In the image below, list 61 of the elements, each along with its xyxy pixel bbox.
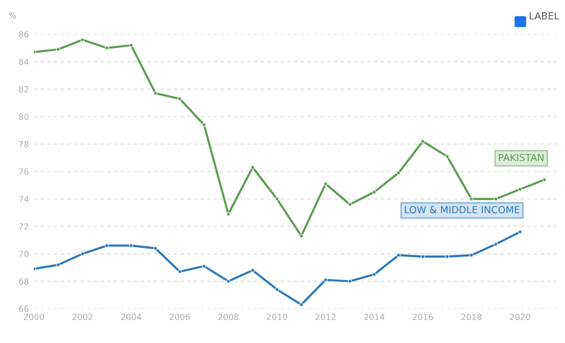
y-tick-label: 84 <box>19 58 29 66</box>
x-tick-label: 2018 <box>461 314 482 320</box>
y-axis-title: % <box>8 12 16 18</box>
x-tick-label: 2010 <box>266 314 288 320</box>
point <box>396 170 401 175</box>
point <box>129 244 134 248</box>
point <box>542 178 546 182</box>
point <box>494 196 498 201</box>
point <box>348 279 352 284</box>
point <box>226 279 230 284</box>
point <box>129 43 134 48</box>
x-tick-label: 2002 <box>72 314 92 320</box>
point <box>420 139 425 144</box>
point <box>153 91 158 96</box>
point <box>274 287 279 292</box>
y-tick-label: 82 <box>19 86 28 92</box>
y-tick-label: 70 <box>19 250 28 258</box>
y-tick-label: 86 <box>19 31 29 38</box>
x-tick-label: 2000 <box>24 314 44 320</box>
text: LABEL <box>530 12 560 20</box>
point <box>178 96 182 101</box>
point <box>324 182 328 186</box>
point <box>518 230 522 234</box>
point <box>372 190 376 194</box>
point <box>56 47 60 52</box>
point <box>56 262 60 267</box>
y-tick-label: 74 <box>19 196 29 202</box>
point <box>518 187 522 192</box>
point <box>469 196 474 201</box>
point <box>324 278 328 282</box>
point <box>80 252 85 256</box>
point <box>372 272 376 276</box>
y-tick-label: 66 <box>19 306 29 312</box>
point <box>469 253 474 258</box>
point <box>250 268 255 272</box>
point <box>445 154 450 158</box>
point <box>153 246 158 250</box>
point <box>299 234 304 238</box>
point <box>202 264 206 268</box>
x-tick-label: 2012 <box>316 314 336 320</box>
y-tick-label: 78 <box>19 141 28 148</box>
point <box>348 202 352 206</box>
y-tick-label: 80 <box>19 114 28 120</box>
x-tick-label: 2004 <box>121 314 142 320</box>
point <box>178 270 182 274</box>
point <box>104 244 109 248</box>
x-tick-label: 2020 <box>510 314 530 320</box>
point <box>274 196 279 201</box>
x-tick-label: 2006 <box>170 314 190 320</box>
x-tick-label: 2016 <box>412 314 433 320</box>
x-tick-label: 2008 <box>218 314 238 320</box>
y-tick-label: 72 <box>19 223 28 230</box>
point <box>396 253 401 258</box>
point <box>80 38 85 42</box>
point <box>494 242 498 246</box>
series-label: PAKISTAN <box>498 154 544 162</box>
point <box>250 165 255 170</box>
series-label: LOW & MIDDLE INCOME <box>404 206 520 214</box>
y-tick-label: 68 <box>19 278 28 285</box>
x-tick-label: 2014 <box>364 314 384 320</box>
y-tick-label: 76 <box>19 168 29 175</box>
